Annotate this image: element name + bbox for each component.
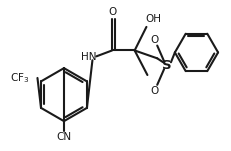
Text: HN: HN xyxy=(81,52,96,62)
Text: CN: CN xyxy=(56,132,72,142)
Text: CF$_3$: CF$_3$ xyxy=(10,71,30,85)
Text: O: O xyxy=(108,7,116,17)
Text: O: O xyxy=(150,35,158,45)
Text: OH: OH xyxy=(145,14,161,24)
Text: O: O xyxy=(150,86,158,96)
Text: S: S xyxy=(162,59,172,72)
